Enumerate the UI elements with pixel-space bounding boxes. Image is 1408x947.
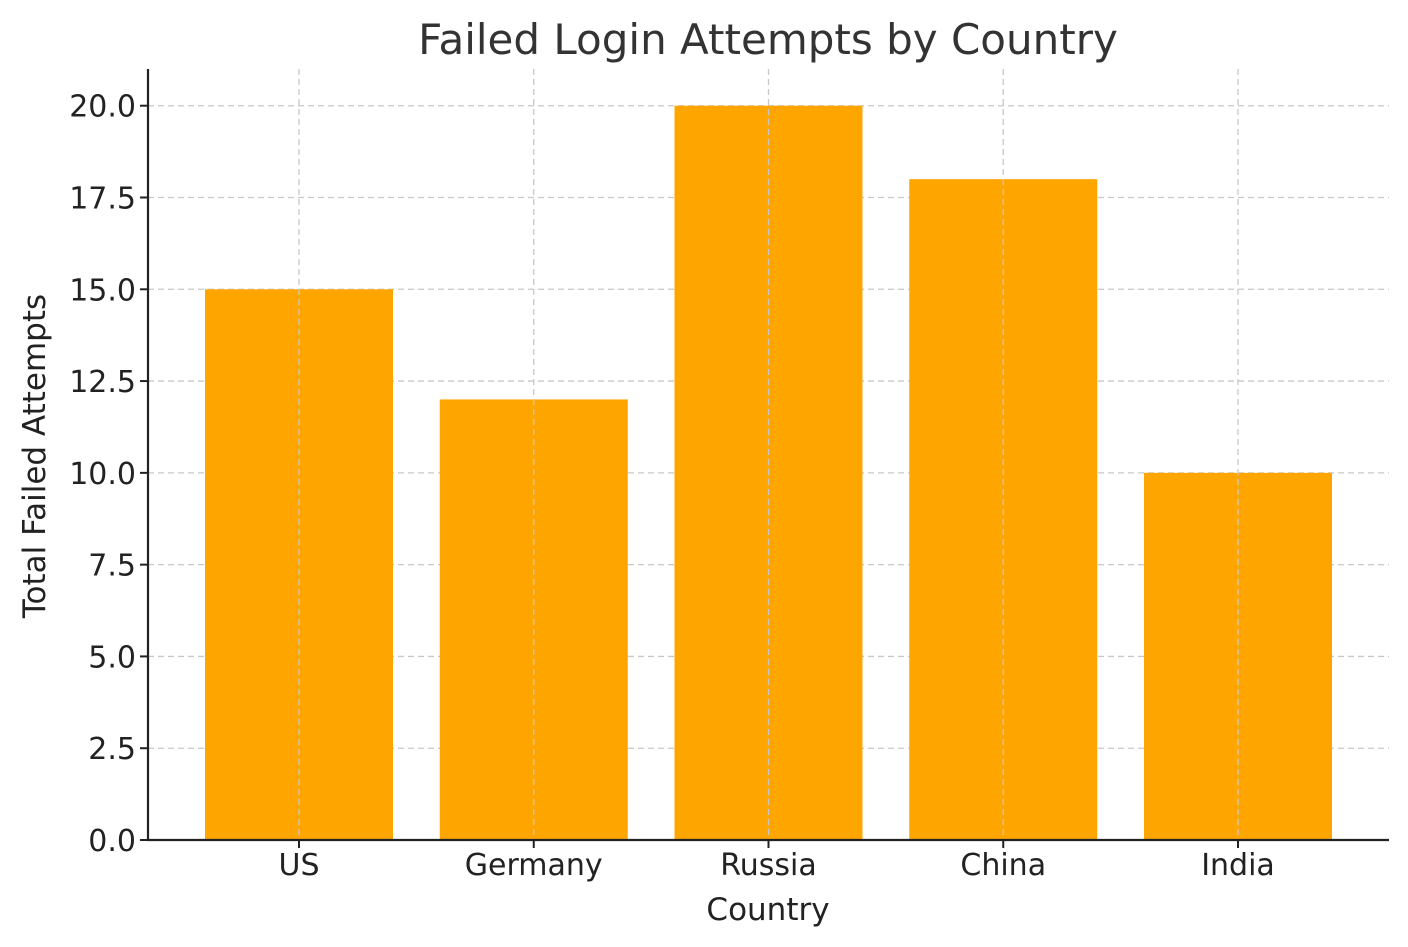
y-tick-label: 17.5 (69, 182, 136, 217)
x-tick-label: Russia (720, 848, 817, 883)
y-tick-label: 10.0 (69, 457, 136, 492)
y-axis-ticks: 0.0 2.5 5.0 7.5 10.0 12.5 15.0 17.5 20.0 (69, 90, 148, 859)
x-tick-label: China (960, 848, 1046, 883)
y-tick-label: 7.5 (88, 549, 136, 584)
y-tick-label: 0.0 (88, 824, 136, 859)
x-tick-label: India (1201, 848, 1275, 883)
y-tick-label: 15.0 (69, 273, 136, 308)
x-axis-ticks: US Germany Russia China India (278, 840, 1275, 883)
chart-title: Failed Login Attempts by Country (418, 15, 1118, 64)
y-tick-label: 12.5 (69, 365, 136, 400)
y-tick-label: 20.0 (69, 90, 136, 125)
y-axis-label: Total Failed Attempts (17, 294, 53, 619)
x-tick-label: Germany (465, 848, 603, 883)
y-tick-label: 5.0 (88, 640, 136, 675)
x-tick-label: US (278, 848, 319, 883)
y-tick-label: 2.5 (88, 732, 136, 767)
x-axis-label: Country (706, 892, 829, 928)
vertical-grid (298, 69, 1239, 840)
